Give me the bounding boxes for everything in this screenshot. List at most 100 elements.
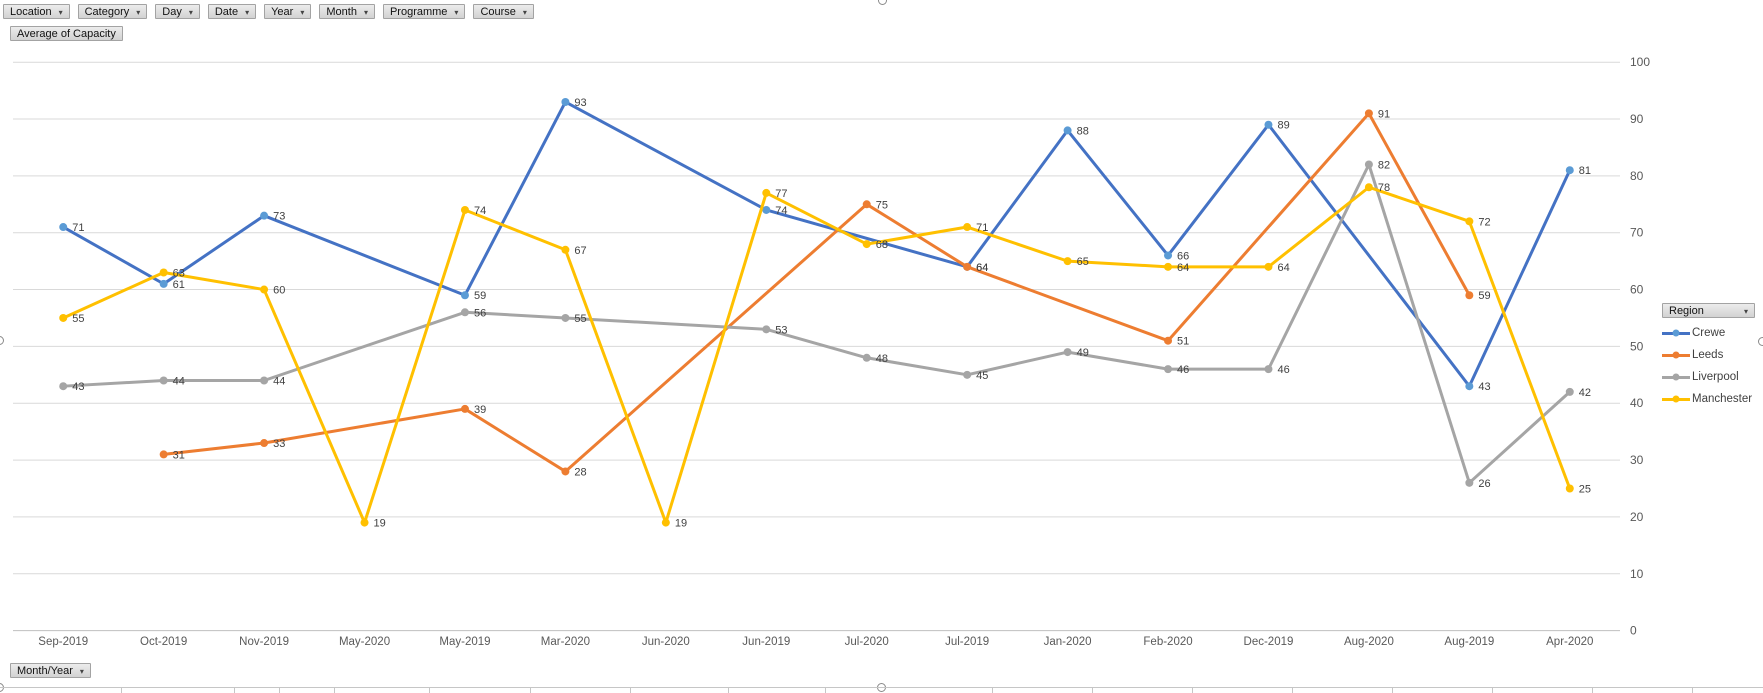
legend-field-label: Region — [1669, 304, 1704, 317]
legend-item-manchester[interactable]: Manchester — [1662, 388, 1752, 410]
axis-field-button-month-year[interactable]: Month/Year ▾ — [10, 663, 91, 678]
data-point-liverpool[interactable] — [1565, 387, 1574, 396]
data-point-crewe[interactable] — [1063, 126, 1072, 135]
data-label-manchester: 60 — [273, 285, 285, 297]
worksheet-column-tick — [234, 687, 235, 693]
worksheet-column-tick — [992, 687, 993, 693]
y-tick-label: 80 — [1630, 169, 1644, 183]
worksheet-column-tick — [1092, 687, 1093, 693]
filter-button-month[interactable]: Month ▾ — [319, 4, 375, 19]
values-field-button[interactable]: Average of Capacity — [10, 26, 123, 41]
data-point-manchester[interactable] — [1164, 262, 1173, 271]
series-line-crewe[interactable] — [61, 100, 1572, 388]
data-point-leeds[interactable] — [862, 200, 871, 209]
data-point-crewe[interactable] — [460, 291, 469, 300]
data-point-manchester[interactable] — [1465, 217, 1474, 226]
data-label-leeds: 51 — [1177, 336, 1189, 348]
chart-resize-handle-top[interactable] — [878, 0, 887, 5]
data-point-crewe[interactable] — [762, 205, 771, 214]
data-label-liverpool: 55 — [574, 313, 586, 325]
data-point-manchester[interactable] — [762, 188, 771, 197]
x-tick-label: Jun-2020 — [642, 636, 690, 648]
legend-swatch-crewe — [1662, 329, 1690, 337]
x-tick-label: May-2020 — [339, 636, 390, 648]
data-point-liverpool[interactable] — [1164, 365, 1173, 374]
data-point-liverpool[interactable] — [1063, 348, 1072, 357]
data-point-leeds[interactable] — [159, 450, 168, 459]
data-label-liverpool: 45 — [976, 370, 988, 382]
data-point-liverpool[interactable] — [460, 308, 469, 317]
filter-button-category[interactable]: Category ▾ — [77, 4, 148, 19]
data-label-liverpool: 43 — [72, 381, 84, 393]
data-point-liverpool[interactable] — [963, 370, 972, 379]
data-point-crewe[interactable] — [1465, 382, 1474, 391]
data-point-leeds[interactable] — [1364, 109, 1373, 118]
data-point-liverpool[interactable] — [59, 382, 68, 391]
data-point-leeds[interactable] — [460, 404, 469, 413]
data-point-crewe[interactable] — [1164, 251, 1173, 260]
data-label-crewe: 71 — [72, 222, 84, 234]
x-tick-label: Jan-2020 — [1044, 636, 1092, 648]
data-point-leeds[interactable] — [1164, 336, 1173, 345]
data-point-manchester[interactable] — [59, 313, 68, 322]
data-label-leeds: 31 — [173, 449, 185, 461]
chart-resize-handle-right[interactable] — [1758, 337, 1763, 346]
series-line-manchester[interactable] — [61, 185, 1572, 525]
data-point-leeds[interactable] — [1465, 291, 1474, 300]
legend-item-crewe[interactable]: Crewe — [1662, 322, 1752, 344]
data-label-liverpool: 48 — [876, 353, 888, 365]
worksheet-column-tick — [279, 687, 280, 693]
data-point-crewe[interactable] — [1264, 120, 1273, 129]
legend-field-button-region[interactable]: Region ▾ — [1662, 303, 1755, 318]
data-point-liverpool[interactable] — [762, 325, 771, 334]
data-point-crewe[interactable] — [159, 279, 168, 288]
data-point-leeds[interactable] — [561, 467, 570, 476]
data-point-liverpool[interactable] — [1465, 478, 1474, 487]
chevron-down-icon: ▾ — [188, 7, 193, 17]
legend-item-liverpool[interactable]: Liverpool — [1662, 366, 1752, 388]
filter-button-label: Category — [84, 5, 130, 18]
data-point-crewe[interactable] — [1565, 166, 1574, 175]
data-point-liverpool[interactable] — [260, 376, 269, 385]
data-label-liverpool: 46 — [1277, 364, 1289, 376]
data-point-manchester[interactable] — [159, 268, 168, 277]
filter-button-year[interactable]: Year ▾ — [264, 4, 312, 19]
data-point-crewe[interactable] — [59, 223, 68, 232]
data-point-leeds[interactable] — [963, 262, 972, 271]
data-point-manchester[interactable] — [963, 223, 972, 232]
data-point-manchester[interactable] — [360, 518, 369, 527]
series-line-liverpool[interactable] — [61, 163, 1572, 485]
data-label-leeds: 64 — [976, 262, 988, 274]
series-line-leeds[interactable] — [162, 111, 1471, 473]
filter-button-location[interactable]: Location ▾ — [3, 4, 70, 19]
data-point-manchester[interactable] — [1364, 183, 1373, 192]
filter-button-date[interactable]: Date ▾ — [207, 4, 257, 19]
filter-button-programme[interactable]: Programme ▾ — [382, 4, 466, 19]
data-label-crewe: 59 — [474, 290, 486, 302]
data-point-manchester[interactable] — [862, 240, 871, 249]
data-point-leeds[interactable] — [260, 439, 269, 448]
legend-item-leeds[interactable]: Leeds — [1662, 344, 1752, 366]
data-point-crewe[interactable] — [260, 211, 269, 220]
gridlines — [13, 61, 1620, 632]
y-tick-label: 70 — [1630, 226, 1644, 240]
data-point-manchester[interactable] — [260, 285, 269, 294]
data-point-manchester[interactable] — [661, 518, 670, 527]
data-point-liverpool[interactable] — [1264, 365, 1273, 374]
data-point-manchester[interactable] — [1063, 257, 1072, 266]
filter-button-course[interactable]: Course ▾ — [473, 4, 534, 19]
y-tick-label: 10 — [1630, 567, 1644, 581]
data-point-manchester[interactable] — [1565, 484, 1574, 493]
data-point-manchester[interactable] — [1264, 262, 1273, 271]
legend-swatch-liverpool — [1662, 373, 1690, 381]
data-point-liverpool[interactable] — [159, 376, 168, 385]
chevron-down-icon: ▾ — [58, 7, 63, 17]
data-point-liverpool[interactable] — [561, 313, 570, 322]
data-point-manchester[interactable] — [561, 245, 570, 254]
worksheet-column-tick — [1692, 687, 1693, 693]
data-point-crewe[interactable] — [561, 97, 570, 106]
data-point-manchester[interactable] — [460, 205, 469, 214]
data-point-liverpool[interactable] — [862, 353, 871, 362]
data-point-liverpool[interactable] — [1364, 160, 1373, 169]
filter-button-day[interactable]: Day ▾ — [155, 4, 200, 19]
